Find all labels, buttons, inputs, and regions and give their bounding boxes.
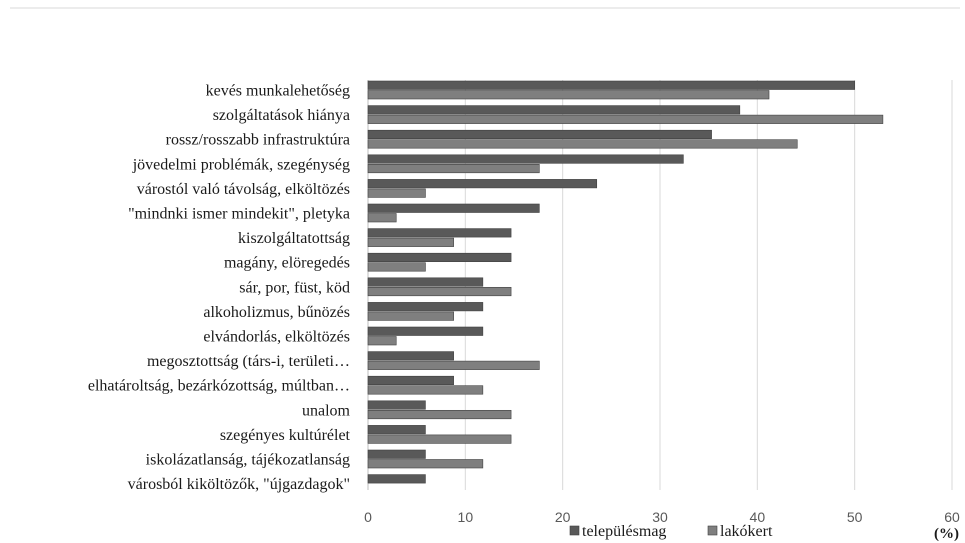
bar-telepulesmag [367,474,426,484]
x-tick-label: 40 [750,509,766,525]
legend: településmag lakókert [569,523,773,540]
bar-lakokert [367,360,540,370]
category-label: megosztottság (társ-i, területi… [147,353,350,370]
category-label: szegényes kultúrélet [220,427,351,444]
bar-lakokert [367,188,426,198]
category-label: jövedelmi problémák, szegénység [132,156,350,173]
bar-telepulesmag [367,252,512,262]
category-label: elhatároltság, bezárkózottság, múltban… [88,378,350,395]
bar-telepulesmag [367,449,426,459]
bar-telepulesmag [367,80,855,90]
bar-lakokert [367,90,770,100]
category-label: unalom [302,402,351,419]
legend-label: településmag [582,523,666,540]
legend-swatch [569,525,580,536]
x-tick-labels: 0 10 20 30 40 50 60 [364,509,960,525]
category-label: várostól való távolság, elköltözés [137,181,350,198]
bar-telepulesmag [367,228,512,238]
bars [367,80,884,484]
category-labels: kevés munkalehetőség szolgáltatások hiány… [88,83,351,494]
category-label: iskolázatlanság, tájékozatlanság [146,452,350,469]
bar-lakokert [367,311,454,321]
category-label: magány, elöregedés [224,255,350,272]
category-label: elvándorlás, elköltözés [203,329,350,346]
category-label: sár, por, füst, köd [239,279,350,296]
bar-telepulesmag [367,277,484,287]
bar-telepulesmag [367,375,454,386]
x-tick-label: 60 [944,509,960,525]
bar-lakokert [367,286,512,297]
category-label: rossz/rosszabb infrastruktúra [166,132,350,149]
bar-lakokert [367,385,484,395]
bar-lakokert [367,262,426,272]
category-label: alkoholizmus, bűnözés [203,304,350,321]
bar-telepulesmag [367,351,454,361]
x-tick-label: 50 [847,509,863,525]
category-label: "mindnki ismer mindekit", pletyka [128,206,350,223]
bar-lakokert [367,139,798,149]
x-tick-label: 20 [555,509,571,525]
bar-telepulesmag [367,203,540,213]
bar-lakokert [367,434,512,444]
bar-telepulesmag [367,302,484,312]
bar-lakokert [367,114,884,124]
bar-telepulesmag [367,105,741,115]
x-tick-label: 10 [458,509,474,525]
x-axis-unit-label: (%) [934,526,959,542]
category-label: városból kiköltözők, "újgazdagok" [128,476,350,493]
x-tick-label: 0 [364,509,372,525]
bar-lakokert [367,213,397,223]
legend-label: lakókert [720,523,773,540]
legend-swatch [707,525,718,536]
bar-lakokert [367,336,397,346]
category-label: szolgáltatások hiánya [213,107,350,124]
bar-lakokert [367,459,484,469]
bar-telepulesmag [367,154,684,164]
bar-telepulesmag [367,326,484,336]
bar-lakokert [367,409,512,420]
x-tick-label: 30 [652,509,668,525]
category-label: kiszolgáltatottság [238,230,350,247]
bar-telepulesmag [367,400,426,410]
bar-telepulesmag [367,425,426,435]
bar-lakokert [367,237,454,247]
category-label: kevés munkalehetőség [206,83,350,100]
bar-lakokert [367,164,540,174]
bar-telepulesmag [367,129,712,139]
bar-telepulesmag [367,179,598,189]
